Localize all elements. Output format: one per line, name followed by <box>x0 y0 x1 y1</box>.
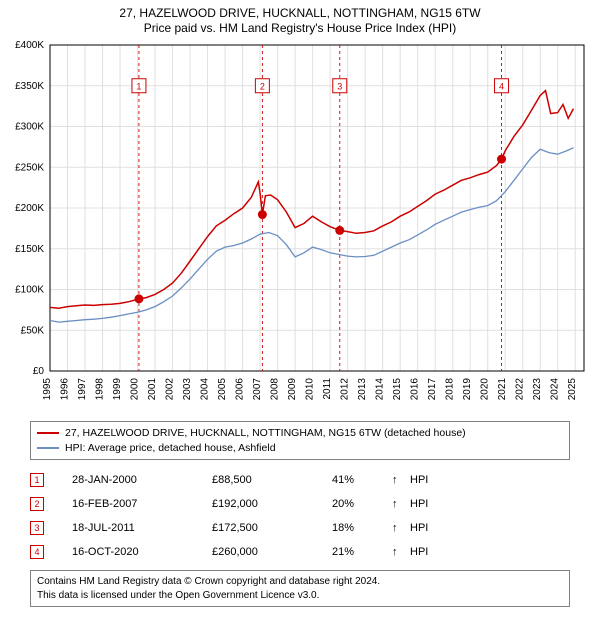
svg-text:2017: 2017 <box>427 378 438 401</box>
transaction-number-box: 1 <box>30 473 44 487</box>
svg-text:1996: 1996 <box>60 378 71 401</box>
legend-swatch <box>37 447 59 449</box>
svg-text:2014: 2014 <box>375 378 386 401</box>
svg-text:2001: 2001 <box>147 378 158 401</box>
transaction-hpi-label: HPI <box>410 522 428 534</box>
svg-text:1999: 1999 <box>112 378 123 401</box>
chart-area: £0 £50K £100K £150K £200K £250K £300K £350K £400… <box>0 35 600 415</box>
svg-text:2007: 2007 <box>252 378 263 401</box>
svg-text:2011: 2011 <box>322 378 333 400</box>
transaction-price: £192,000 <box>212 498 332 510</box>
legend-label: 27, HAZELWOOD DRIVE, HUCKNALL, NOTTINGHA… <box>65 426 466 441</box>
marker-label-text: 1 <box>136 81 141 91</box>
price-marker <box>134 294 143 303</box>
marker-label-text: 3 <box>337 81 342 91</box>
transaction-number-box: 2 <box>30 497 44 511</box>
marker-label-text: 4 <box>499 81 504 91</box>
footer-box: Contains HM Land Registry data © Crown c… <box>30 570 570 607</box>
svg-text:2015: 2015 <box>392 378 403 401</box>
up-arrow-icon: ↑ <box>392 474 410 486</box>
legend-label: HPI: Average price, detached house, Ashf… <box>65 441 276 456</box>
svg-text:£300K: £300K <box>15 122 44 133</box>
transactions-table: 128-JAN-2000£88,50041%↑HPI216-FEB-2007£1… <box>30 468 570 564</box>
legend-box: 27, HAZELWOOD DRIVE, HUCKNALL, NOTTINGHA… <box>30 421 570 460</box>
chart-svg: £0 £50K £100K £150K £200K £250K £300K £350K £400… <box>0 35 600 415</box>
svg-text:2004: 2004 <box>200 378 211 401</box>
svg-text:1998: 1998 <box>95 378 106 401</box>
svg-text:£50K: £50K <box>21 325 45 336</box>
svg-text:2024: 2024 <box>550 378 561 401</box>
svg-text:2018: 2018 <box>445 378 456 401</box>
transaction-date: 18-JUL-2011 <box>72 522 212 534</box>
price-marker <box>497 155 506 164</box>
transaction-hpi-label: HPI <box>410 546 428 558</box>
transaction-hpi-label: HPI <box>410 498 428 510</box>
legend-row: 27, HAZELWOOD DRIVE, HUCKNALL, NOTTINGHA… <box>37 426 563 441</box>
svg-text:2005: 2005 <box>217 378 228 401</box>
up-arrow-icon: ↑ <box>392 498 410 510</box>
legend-swatch <box>37 432 59 434</box>
transaction-pct: 20% <box>332 498 392 510</box>
transaction-pct: 21% <box>332 546 392 558</box>
transaction-number-box: 4 <box>30 545 44 559</box>
title-main: 27, HAZELWOOD DRIVE, HUCKNALL, NOTTINGHA… <box>0 6 600 20</box>
svg-text:£100K: £100K <box>15 285 44 296</box>
svg-text:£400K: £400K <box>15 40 44 51</box>
transaction-price: £172,500 <box>212 522 332 534</box>
svg-text:2016: 2016 <box>410 378 421 401</box>
marker-label-text: 2 <box>260 81 265 91</box>
svg-text:2002: 2002 <box>165 378 176 401</box>
transaction-row: 3 18-JUL-2011£172,50018%↑HPI <box>30 516 570 540</box>
svg-text:2000: 2000 <box>130 378 141 401</box>
transaction-pct: 41% <box>332 474 392 486</box>
svg-text:2006: 2006 <box>235 378 246 401</box>
svg-text:£150K: £150K <box>15 244 44 255</box>
svg-text:2025: 2025 <box>567 378 578 401</box>
up-arrow-icon: ↑ <box>392 522 410 534</box>
transaction-date: 16-OCT-2020 <box>72 546 212 558</box>
svg-text:2012: 2012 <box>340 378 351 401</box>
footer-line-1: Contains HM Land Registry data © Crown c… <box>37 575 563 589</box>
svg-text:2010: 2010 <box>305 378 316 401</box>
svg-text:2003: 2003 <box>182 378 193 401</box>
chart-titles: 27, HAZELWOOD DRIVE, HUCKNALL, NOTTINGHA… <box>0 0 600 35</box>
transaction-pct: 18% <box>332 522 392 534</box>
svg-text:2021: 2021 <box>497 378 508 401</box>
up-arrow-icon: ↑ <box>392 546 410 558</box>
transaction-date: 28-JAN-2000 <box>72 474 212 486</box>
transaction-row: 2 16-FEB-2007£192,00020%↑HPI <box>30 492 570 516</box>
transaction-price: £260,000 <box>212 546 332 558</box>
svg-text:2020: 2020 <box>480 378 491 401</box>
transaction-number-box: 3 <box>30 521 44 535</box>
svg-text:£0: £0 <box>33 366 45 377</box>
price-marker <box>258 210 267 219</box>
svg-text:2023: 2023 <box>532 378 543 401</box>
svg-text:2009: 2009 <box>287 378 298 401</box>
svg-text:2022: 2022 <box>515 378 526 401</box>
svg-text:£350K: £350K <box>15 81 44 92</box>
title-sub: Price paid vs. HM Land Registry's House … <box>0 21 600 35</box>
transaction-hpi-label: HPI <box>410 474 428 486</box>
price-marker <box>335 226 344 235</box>
transaction-row: 1 28-JAN-2000£88,50041%↑HPI <box>30 468 570 492</box>
svg-text:1997: 1997 <box>77 378 88 401</box>
footer-line-2: This data is licensed under the Open Gov… <box>37 589 563 603</box>
svg-text:2019: 2019 <box>462 378 473 401</box>
svg-text:£200K: £200K <box>15 203 44 214</box>
svg-text:£250K: £250K <box>15 162 44 173</box>
svg-text:1995: 1995 <box>42 378 53 401</box>
transaction-price: £88,500 <box>212 474 332 486</box>
svg-text:2008: 2008 <box>270 378 281 401</box>
transaction-date: 16-FEB-2007 <box>72 498 212 510</box>
svg-text:2013: 2013 <box>357 378 368 401</box>
page-root: 27, HAZELWOOD DRIVE, HUCKNALL, NOTTINGHA… <box>0 0 600 607</box>
transaction-row: 4 16-OCT-2020£260,00021%↑HPI <box>30 540 570 564</box>
legend-row: HPI: Average price, detached house, Ashf… <box>37 441 563 456</box>
